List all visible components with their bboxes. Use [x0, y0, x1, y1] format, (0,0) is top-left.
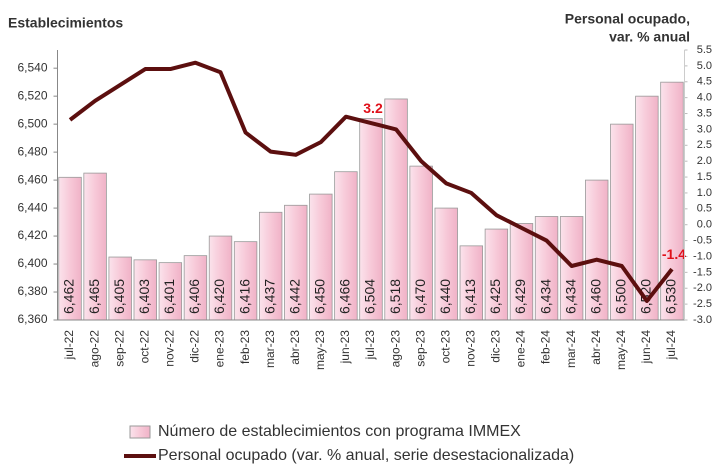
x-tick-label: ago-23: [388, 330, 402, 368]
y-tick-label: 6,360: [17, 312, 47, 326]
x-tick-label: may-23: [313, 330, 327, 370]
x-tick-label: ene-23: [213, 330, 227, 368]
y-tick-label: 6,500: [17, 116, 47, 130]
bar-value-label: 6,405: [111, 279, 127, 314]
x-tick-label: mar-23: [263, 330, 277, 368]
x-tick-label: jun-24: [639, 330, 653, 365]
bar-value-label: 6,450: [312, 279, 328, 314]
bar-value-label: 6,437: [261, 279, 277, 314]
y-tick-label: 6,520: [17, 88, 47, 102]
y2-tick-label: 5.0: [697, 60, 712, 72]
bar-value-label: 6,401: [161, 279, 177, 314]
x-tick-label: feb-23: [238, 330, 252, 364]
x-tick-label: mar-24: [564, 330, 578, 368]
bar-value-label: 6,460: [587, 279, 603, 314]
bar-value-label: 6,530: [663, 279, 679, 314]
x-tick-label: jun-23: [338, 330, 352, 365]
y2-tick-label: 0.5: [697, 203, 712, 215]
y-tick-label: 6,440: [17, 200, 47, 214]
bar-value-label: 6,434: [537, 279, 553, 314]
x-tick-label: jul-23: [363, 330, 377, 361]
bar-value-label: 6,406: [186, 279, 202, 314]
y2-tick-label: 3.5: [697, 107, 712, 119]
line-value-label: -1.4: [662, 246, 686, 262]
x-tick-label: oct-22: [137, 330, 151, 364]
bar-value-label: 6,420: [211, 279, 227, 314]
x-tick-label: oct-23: [438, 330, 452, 364]
x-tick-label: nov-22: [163, 330, 177, 367]
bar-value-label: 6,416: [236, 279, 252, 314]
bar-value-label: 6,518: [387, 279, 403, 314]
bar-value-label: 6,403: [136, 279, 152, 314]
x-tick-label: jul-22: [62, 330, 76, 361]
bar-value-label: 6,466: [337, 279, 353, 314]
y-tick-label: 6,480: [17, 144, 47, 158]
bar-value-label: 6,429: [512, 279, 528, 314]
x-tick-label: ago-22: [87, 330, 101, 368]
x-tick-label: dic-22: [188, 330, 202, 363]
y2-tick-label: -2.5: [693, 298, 712, 310]
bar-value-label: 6,413: [462, 279, 478, 314]
y2-tick-label: -1.0: [693, 250, 712, 262]
bar-value-label: 6,465: [86, 279, 102, 314]
legend-label: Personal ocupado (var. % anual, serie de…: [158, 447, 574, 464]
y2-tick-label: 4.0: [697, 92, 712, 104]
y2-axis-title: var. % anual: [609, 29, 690, 45]
x-tick-label: nov-23: [463, 330, 477, 367]
y2-tick-label: 2.0: [697, 155, 712, 167]
x-tick-label: may-24: [614, 330, 628, 370]
bar-value-label: 6,440: [437, 279, 453, 314]
y-tick-label: 6,400: [17, 256, 47, 270]
x-tick-label: ene-24: [514, 330, 528, 368]
bar-value-label: 6,442: [286, 279, 302, 314]
x-tick-label: abr-24: [589, 330, 603, 365]
bar-value-label: 6,425: [487, 279, 503, 314]
x-tick-label: dic-23: [489, 330, 503, 363]
line: [68, 60, 674, 303]
y2-tick-label: 3.0: [697, 123, 712, 135]
line-value-label: 3.2: [363, 100, 383, 116]
y2-tick-label: -2.0: [693, 282, 712, 294]
bar-value-label: 6,434: [562, 279, 578, 314]
y2-tick-label: 4.5: [697, 76, 712, 88]
legend-label: Número de establecimientos con programa …: [158, 423, 521, 440]
x-tick-label: sep-23: [413, 330, 427, 367]
bar-value-label: 6,504: [362, 279, 378, 314]
x-tick-label: abr-23: [288, 330, 302, 365]
y2-tick-label: 1.0: [697, 187, 712, 199]
y2-tick-label: -0.5: [693, 234, 712, 246]
y2-tick-label: -3.0: [693, 314, 712, 326]
x-tick-label: feb-24: [539, 330, 553, 364]
y2-tick-label: 5.5: [697, 44, 712, 56]
y2-tick-label: 1.5: [697, 171, 712, 183]
bar-value-label: 6,500: [613, 279, 629, 314]
legend-swatch: [129, 425, 151, 439]
y-axis-title: Establecimientos: [8, 15, 123, 31]
bar-value-label: 6,462: [61, 279, 77, 314]
x-tick-label: jul-24: [664, 330, 678, 361]
bar-value-label: 6,470: [412, 279, 428, 314]
y-tick-label: 6,380: [17, 284, 47, 298]
y2-tick-label: 2.5: [697, 139, 712, 151]
y-tick-label: 6,460: [17, 172, 47, 186]
x-tick-label: sep-22: [112, 330, 126, 367]
y-tick-label: 6,420: [17, 228, 47, 242]
y2-axis-title: Personal ocupado,: [565, 11, 690, 27]
y-tick-label: 6,540: [17, 60, 47, 74]
y2-tick-label: 0.0: [697, 219, 712, 231]
y2-tick-label: -1.5: [693, 266, 712, 278]
